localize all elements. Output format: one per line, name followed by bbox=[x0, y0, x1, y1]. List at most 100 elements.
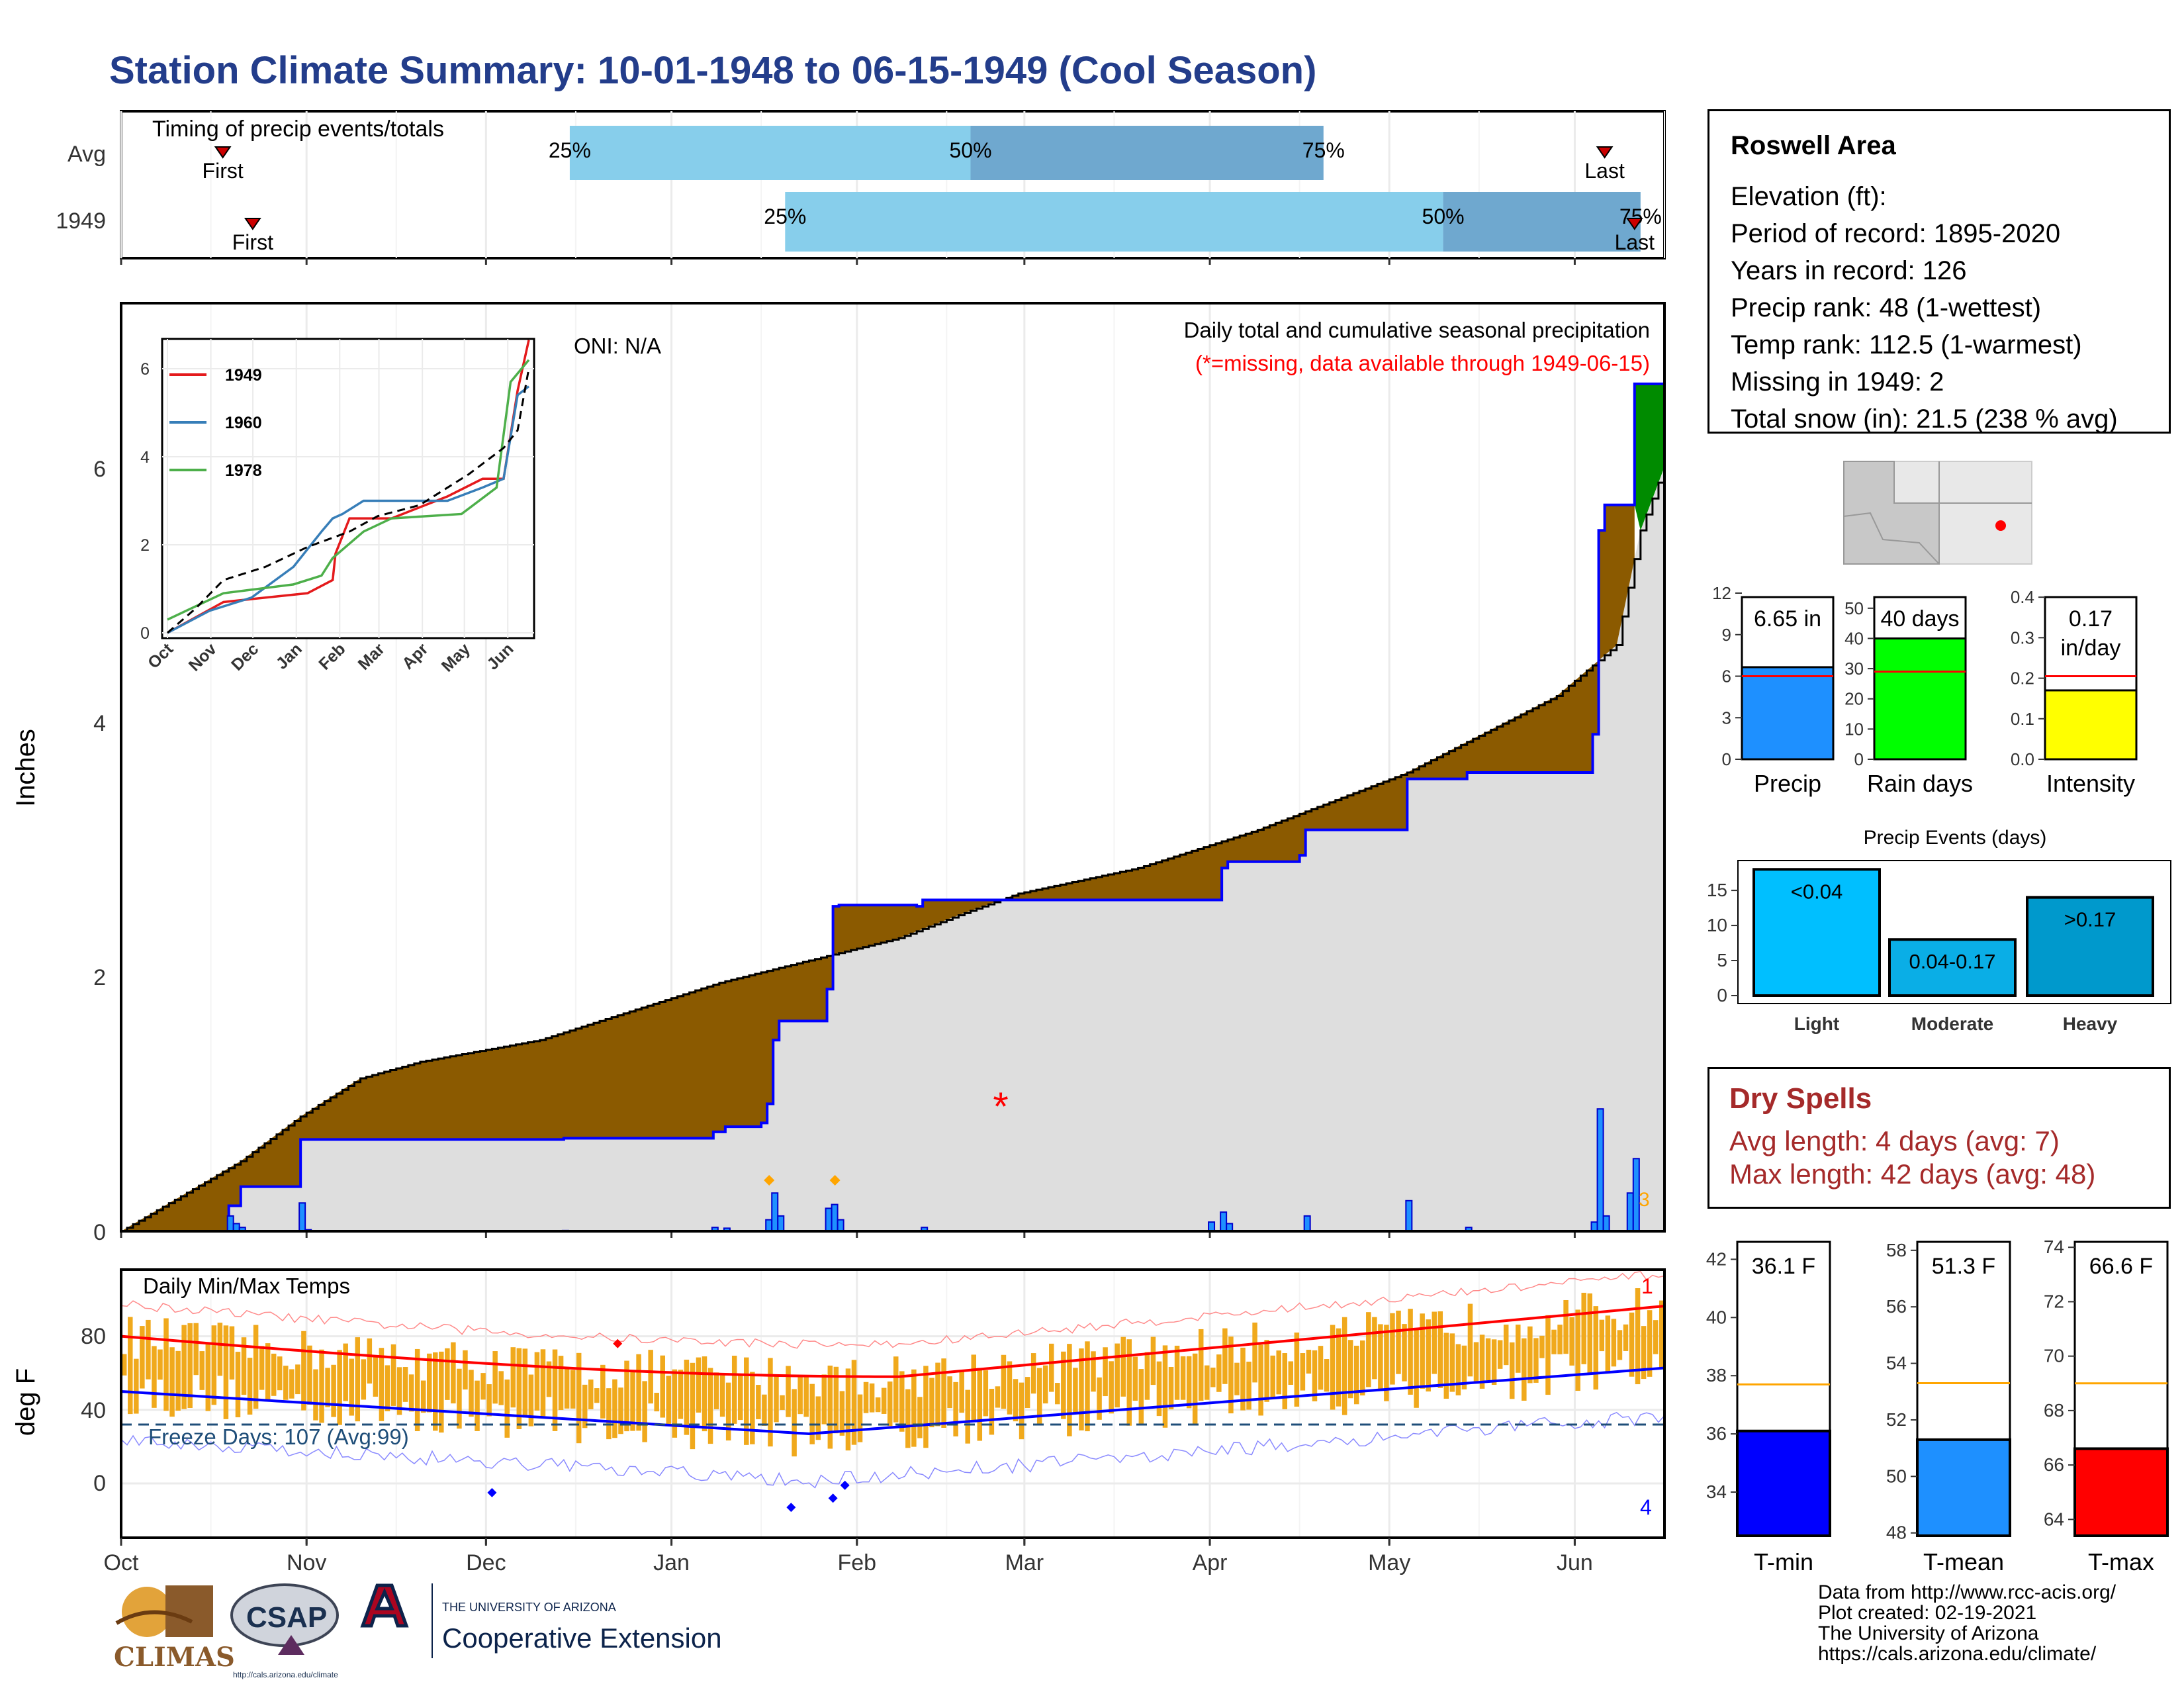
csap-logo: CSAP http://cals.arizona.edu/climate bbox=[230, 1583, 339, 1679]
daily-temp-bar bbox=[349, 1358, 354, 1416]
daily-temp-bar bbox=[1246, 1362, 1251, 1410]
daily-temp-bar bbox=[1306, 1350, 1312, 1374]
events-tick-label: 0 bbox=[1717, 985, 1727, 1006]
daily-temp-bar bbox=[1455, 1344, 1461, 1395]
daily-temp-bar bbox=[396, 1367, 402, 1415]
inset-series-line bbox=[167, 359, 530, 621]
timing-marker bbox=[244, 218, 261, 230]
daily-temp-bar bbox=[1103, 1347, 1108, 1397]
svg-text:THE UNIVERSITY OF ARIZONA: THE UNIVERSITY OF ARIZONA bbox=[442, 1601, 616, 1614]
daily-temp-bar bbox=[959, 1370, 964, 1413]
stat-tick-label: 0.3 bbox=[2011, 628, 2034, 647]
daily-temp-bar bbox=[205, 1342, 211, 1411]
inset-series-line bbox=[167, 385, 530, 634]
daily-temp-bar bbox=[857, 1394, 863, 1442]
daily-temp-bar bbox=[528, 1374, 534, 1427]
daily-temp-bar bbox=[463, 1350, 468, 1390]
svg-text:CSAP: CSAP bbox=[246, 1601, 327, 1634]
record-low-marker bbox=[840, 1480, 850, 1490]
timing-panel: 25% 50% 75% First Last 25% 50% 75% First Last Tim… bbox=[56, 110, 1666, 265]
daily-temp-bar bbox=[1593, 1306, 1599, 1390]
daily-temp-bar bbox=[1545, 1315, 1551, 1395]
daily-temp-bar bbox=[199, 1351, 205, 1390]
daily-temp-bar bbox=[762, 1394, 767, 1426]
timing-marker bbox=[1625, 218, 1643, 230]
daily-temp-bar bbox=[1497, 1340, 1503, 1369]
precip-deficit-area bbox=[121, 383, 1635, 1231]
daily-temp-bar bbox=[217, 1323, 223, 1376]
timing-title: Timing of precip events/totals bbox=[152, 117, 444, 142]
events-bar bbox=[1888, 938, 2017, 998]
daily-temp-bar bbox=[1186, 1356, 1192, 1409]
snow-marker bbox=[829, 1175, 841, 1186]
month-label: Nov bbox=[287, 1550, 326, 1575]
daily-temp-bar bbox=[223, 1325, 229, 1419]
daily-temp-bar bbox=[313, 1369, 318, 1421]
daily-temp-bar bbox=[1300, 1353, 1306, 1391]
month-label: Jun bbox=[1557, 1550, 1593, 1575]
daily-temp-bar bbox=[1109, 1361, 1114, 1414]
daily-temp-bar bbox=[343, 1343, 348, 1401]
temp-stat-tick-label: 74 bbox=[2044, 1237, 2064, 1257]
events-bar-label: <0.04 bbox=[1791, 880, 1843, 903]
daily-temp-bar bbox=[863, 1382, 869, 1413]
daily-temp-bar bbox=[594, 1388, 600, 1403]
daily-temp-bar bbox=[1378, 1324, 1383, 1391]
daily-temp-bar bbox=[1641, 1326, 1647, 1380]
daily-temp-bar bbox=[1539, 1335, 1545, 1358]
daily-temp-bar bbox=[600, 1364, 606, 1419]
inset-ytick: 0 bbox=[140, 624, 150, 643]
stat-value: 0.17 bbox=[2069, 606, 2113, 632]
daily-temp-bar bbox=[731, 1355, 737, 1424]
daily-temp-bar bbox=[187, 1323, 193, 1409]
daily-temp-bar bbox=[451, 1342, 456, 1404]
daily-temp-bar bbox=[1013, 1379, 1019, 1422]
events-bar-label: >0.17 bbox=[2064, 908, 2116, 931]
daily-temp-bar bbox=[905, 1389, 911, 1448]
month-label: Apr bbox=[1193, 1550, 1228, 1575]
daily-temp-bar bbox=[1210, 1367, 1216, 1387]
daily-temp-bar bbox=[570, 1370, 576, 1409]
daily-temp-bar bbox=[1443, 1333, 1449, 1399]
daily-temp-bar bbox=[1174, 1345, 1180, 1400]
temp-stat-value: 66.6 F bbox=[2089, 1254, 2153, 1279]
daily-temp-bar bbox=[181, 1325, 187, 1409]
daily-temp-bar bbox=[684, 1360, 690, 1435]
temp-title: Daily Min/Max Temps bbox=[143, 1274, 350, 1298]
temp-stat-bar bbox=[1736, 1429, 1831, 1538]
daily-temp-bar bbox=[1150, 1336, 1156, 1385]
quantile-label: 50% bbox=[1422, 205, 1465, 228]
temp-stat-tick-label: 34 bbox=[1706, 1481, 1727, 1502]
daily-temp-bar bbox=[815, 1396, 821, 1440]
daily-temp-bar bbox=[1168, 1366, 1174, 1410]
daily-temp-bar bbox=[504, 1380, 510, 1438]
dry-avg-length: Avg length: 4 days (avg: 7) bbox=[1729, 1125, 2060, 1156]
avg-min-temp-line bbox=[120, 1366, 1665, 1435]
daily-temp-bar bbox=[152, 1346, 157, 1408]
daily-temp-bar bbox=[1557, 1325, 1563, 1354]
quantile-label: 25% bbox=[764, 205, 806, 228]
daily-temp-bar bbox=[624, 1360, 629, 1432]
daily-temp-bar bbox=[672, 1369, 678, 1438]
credit-line: Plot created: 02-19-2021 bbox=[1818, 1602, 2037, 1624]
daily-temp-bar bbox=[1192, 1353, 1198, 1426]
stat-tick-label: 12 bbox=[1712, 583, 1731, 603]
daily-temp-bar bbox=[475, 1380, 480, 1431]
daily-temp-bar bbox=[1437, 1311, 1443, 1388]
daily-temp-bar bbox=[803, 1376, 809, 1417]
daily-temp-bar bbox=[498, 1371, 504, 1405]
daily-temp-bar bbox=[1617, 1330, 1623, 1360]
daily-temp-bar bbox=[1030, 1353, 1036, 1394]
inset-ytick: 2 bbox=[140, 536, 150, 555]
daily-temp-bar bbox=[833, 1366, 839, 1434]
daily-temp-bar bbox=[756, 1385, 761, 1419]
daily-temp-bar bbox=[1342, 1317, 1347, 1415]
temp-stat-tick-label: 70 bbox=[2044, 1346, 2064, 1366]
inset-ytick: 6 bbox=[140, 360, 150, 379]
daily-temp-bar bbox=[1007, 1361, 1013, 1415]
events-category: Moderate bbox=[1911, 1013, 1993, 1034]
precip-ytick-2: 2 bbox=[93, 965, 106, 990]
daily-temp-bar bbox=[1396, 1310, 1401, 1374]
temp-ytick-40: 40 bbox=[81, 1398, 106, 1423]
